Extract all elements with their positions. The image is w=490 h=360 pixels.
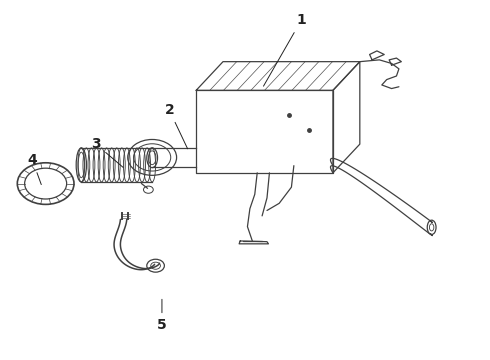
Text: 1: 1: [264, 13, 306, 86]
Text: 2: 2: [164, 103, 188, 149]
Text: 4: 4: [27, 153, 41, 185]
Text: 5: 5: [157, 299, 167, 332]
Text: 3: 3: [91, 137, 123, 167]
